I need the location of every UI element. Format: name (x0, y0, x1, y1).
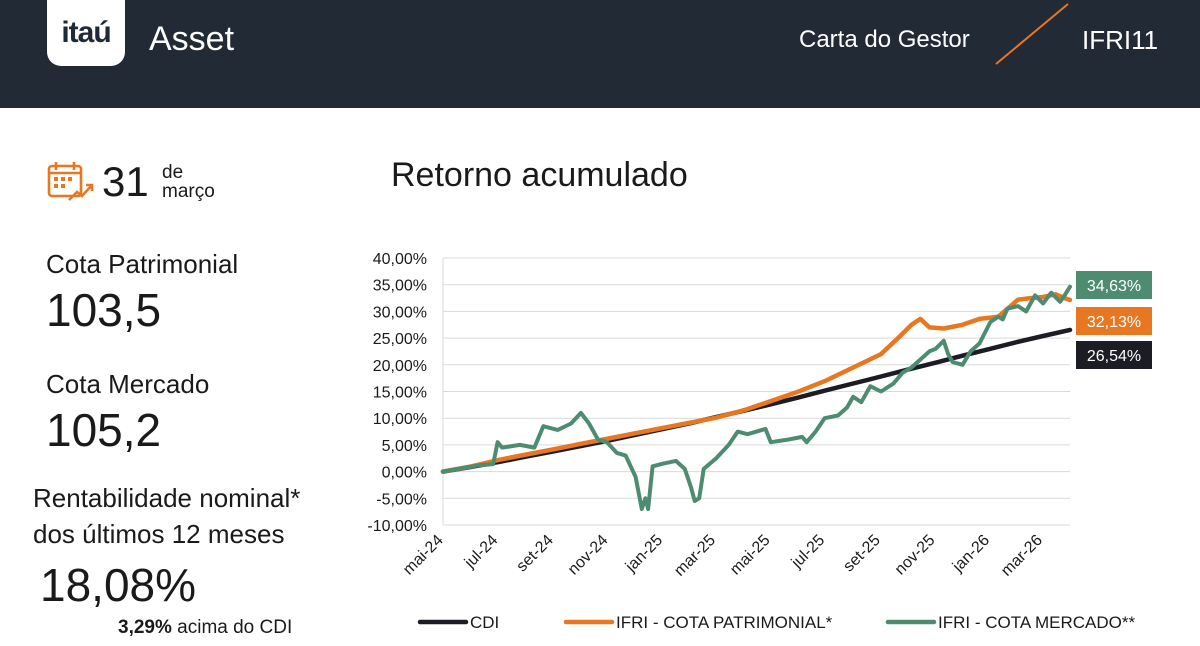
series-line-1 (440, 292, 1073, 474)
cota-mercado-label: Cota Mercado (46, 369, 210, 399)
cdi-excess-note: 3,29% acima do CDI (118, 617, 292, 639)
x-tick-label: set-24 (513, 532, 557, 576)
y-tick-label: 10,00% (373, 411, 427, 428)
x-tick-label: mai-25 (727, 532, 774, 579)
legend-label: CDI (470, 613, 499, 632)
end-label-box (1076, 341, 1152, 369)
report-title: Carta do Gestor (799, 26, 970, 53)
x-tick-label: jan-25 (622, 532, 666, 576)
x-tick-label: mar-26 (998, 532, 1046, 580)
y-tick-label: 15,00% (373, 385, 427, 402)
rentabilidade-label-line2: dos últimos 12 meses (33, 519, 285, 549)
cota-patrimonial-label: Cota Patrimonial (46, 249, 239, 279)
legend-label: IFRI - COTA MERCADO** (938, 613, 1135, 632)
y-tick-label: 5,00% (382, 438, 427, 455)
x-tick-label: jul-25 (788, 532, 828, 572)
x-tick-label: jul-24 (461, 532, 501, 572)
y-tick-label: 40,00% (373, 251, 427, 268)
calendar-icon (47, 162, 94, 201)
y-tick-label: -10,00% (367, 518, 427, 535)
accent-slash-icon (995, 3, 1069, 65)
x-tick-label: mar-25 (671, 532, 719, 580)
retorno-acumulado-chart: -10,00% -5,00% 0,00% 5,00% 10,00% 15,00% 20,00… (367, 251, 1152, 632)
series-line-2 (441, 284, 1072, 511)
rentabilidade-value: 18,08% (40, 559, 197, 611)
itau-logo[interactable]: itaú (47, 0, 125, 66)
cota-patrimonial-value: 103,5 (46, 284, 162, 336)
end-value-label: 34,63% (1087, 278, 1141, 295)
end-label-box (1076, 307, 1152, 335)
end-value-label: 26,54% (1087, 348, 1141, 365)
header-bar: itaú Asset Carta do Gestor IFRI11 (0, 0, 1200, 108)
y-tick-label: 25,00% (373, 331, 427, 348)
y-tick-label: 0,00% (382, 465, 427, 482)
legend-label: IFRI - COTA PATRIMONIAL* (616, 613, 833, 632)
end-value-label: 32,13% (1087, 314, 1141, 331)
date-de: de (162, 162, 184, 183)
x-tick-label: jan-26 (949, 532, 993, 576)
x-tick-label: mai-24 (400, 532, 447, 579)
y-tick-label: 35,00% (373, 278, 427, 295)
rentabilidade-label-line1: Rentabilidade nominal* (33, 483, 301, 513)
y-tick-label: 20,00% (373, 358, 427, 375)
chart-title: Retorno acumulado (391, 156, 688, 194)
end-label-box (1076, 271, 1152, 299)
x-tick-label: nov-25 (892, 532, 939, 579)
brand-name: Asset (149, 20, 235, 58)
cota-mercado-value: 105,2 (46, 404, 162, 456)
cdi-excess-value: 3,29% (118, 617, 172, 638)
date-day: 31 (102, 158, 149, 205)
fund-ticker: IFRI11 (1082, 25, 1159, 55)
cdi-excess-text: acima do CDI (171, 617, 293, 638)
y-tick-label: -5,00% (376, 491, 427, 508)
x-tick-label: nov-24 (565, 532, 612, 579)
x-tick-label: set-25 (840, 532, 884, 576)
date-month: março (162, 181, 215, 202)
logo-text: itaú (61, 16, 111, 49)
y-tick-label: 30,00% (373, 304, 427, 321)
